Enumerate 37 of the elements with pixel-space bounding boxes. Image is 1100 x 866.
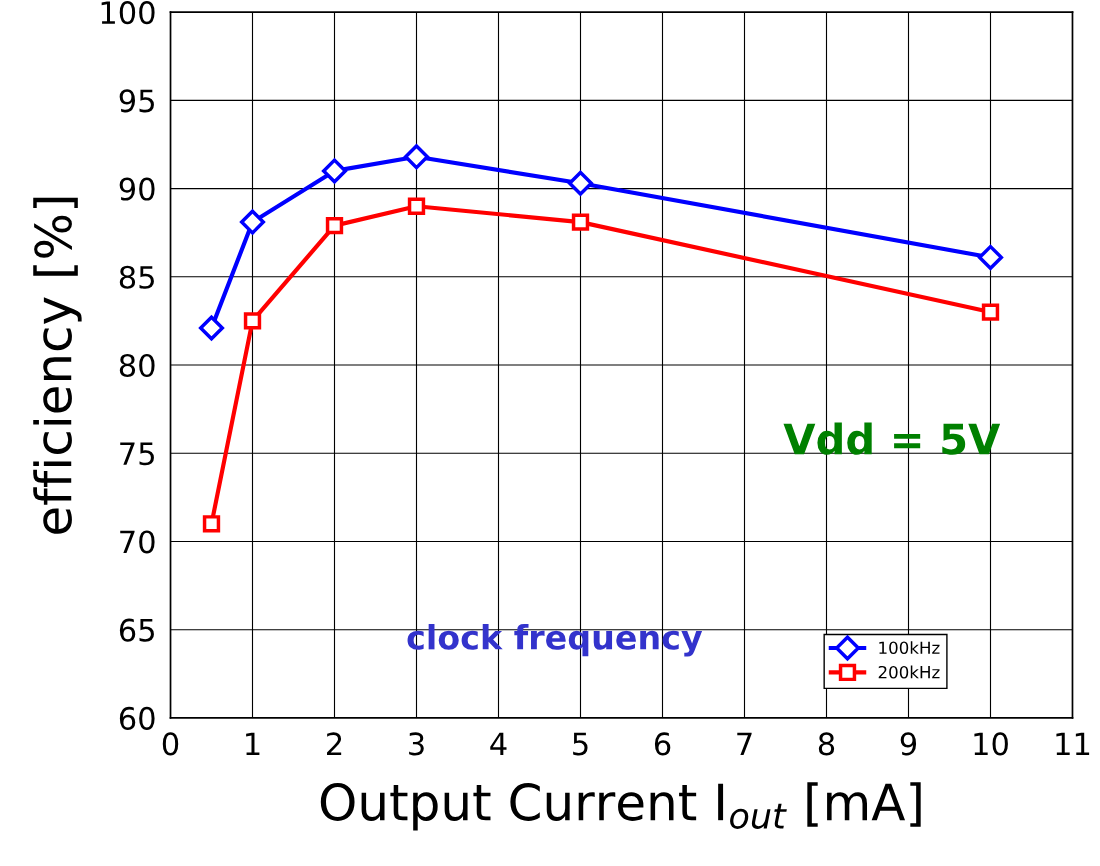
x-tick-label: 2 bbox=[327, 732, 342, 756]
y-tick-label: 75 bbox=[120, 442, 154, 466]
point bbox=[571, 213, 590, 231]
x-tick-label: 6 bbox=[654, 732, 671, 756]
x-tick-label: 11 bbox=[1056, 732, 1090, 756]
point bbox=[977, 244, 1004, 270]
y-tick-label: 95 bbox=[119, 89, 154, 113]
point bbox=[567, 170, 594, 196]
point bbox=[325, 216, 344, 235]
y-tick-label: 65 bbox=[119, 618, 154, 642]
y-tick-label: 70 bbox=[120, 530, 155, 554]
point bbox=[403, 144, 430, 170]
point bbox=[407, 197, 426, 215]
y-tick-label: 85 bbox=[119, 265, 154, 289]
point bbox=[243, 312, 262, 330]
y-axis-title: efficiency [%] bbox=[33, 197, 82, 534]
point bbox=[202, 515, 221, 533]
x-tick-label: 1 bbox=[246, 732, 260, 756]
x-tick-label: 10 bbox=[974, 732, 1008, 756]
legend-label: 100kHz bbox=[879, 641, 940, 655]
point bbox=[239, 209, 266, 235]
x-tick-label: 4 bbox=[490, 732, 507, 756]
point bbox=[981, 303, 1000, 321]
x-tick-label: 7 bbox=[737, 732, 752, 756]
x-tick-label: 5 bbox=[573, 732, 588, 756]
point bbox=[198, 315, 225, 341]
x-tick-label: 3 bbox=[409, 732, 424, 756]
legend-label: 200kHz bbox=[878, 665, 940, 679]
y-tick-label: 100 bbox=[101, 1, 155, 25]
point bbox=[321, 158, 348, 184]
y-tick-label: 80 bbox=[119, 353, 155, 378]
x-axis-title: Output Current I$_{out}$ [mA] bbox=[320, 782, 921, 831]
x-tick-label: 8 bbox=[818, 732, 835, 756]
y-tick-label: 90 bbox=[119, 177, 155, 201]
x-tick-label: 0 bbox=[162, 732, 179, 756]
x-tick-label: 9 bbox=[900, 732, 917, 756]
y-tick-label: 60 bbox=[119, 706, 155, 730]
